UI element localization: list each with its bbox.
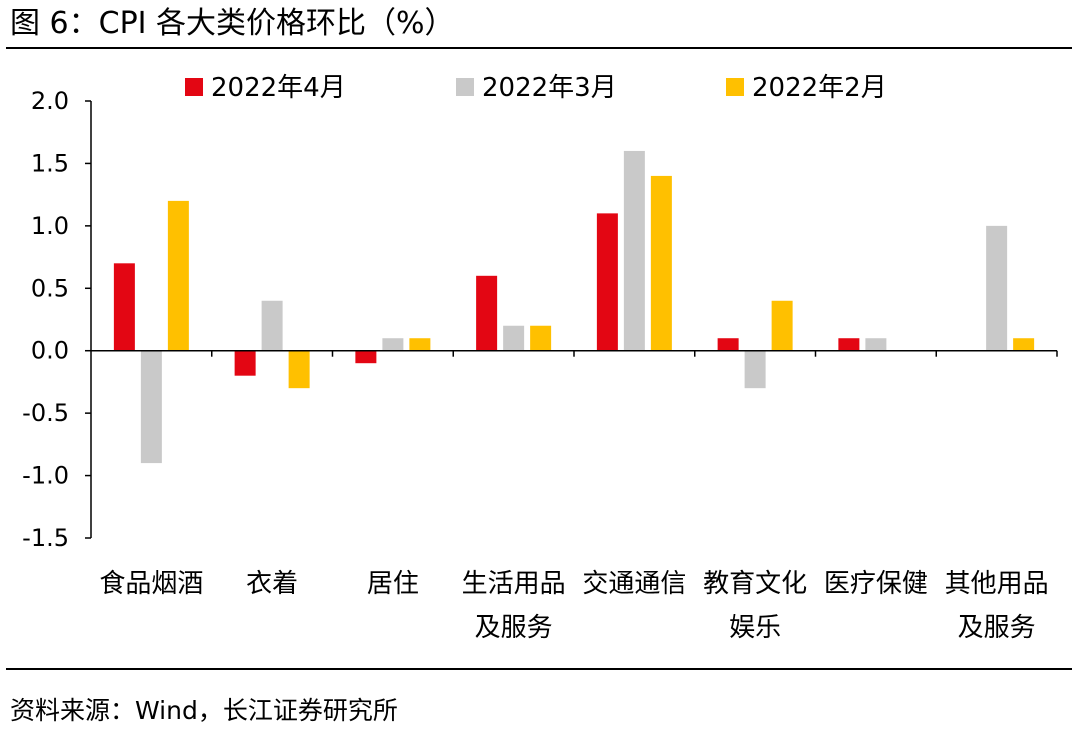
source-note: 资料来源：Wind，长江证券研究所 [10, 696, 398, 725]
legend-label: 2022年2月 [752, 73, 887, 103]
legend-swatch [456, 78, 474, 96]
legend-swatch [185, 78, 203, 96]
category-label: 生活用品 [462, 569, 566, 599]
y-tick-label: -0.5 [22, 399, 69, 427]
y-tick-label: 2.0 [31, 87, 69, 115]
bar-2-2 [261, 300, 283, 351]
bar-1-7 [838, 338, 860, 351]
bar-2-8 [986, 225, 1008, 351]
bar-2-4 [503, 325, 525, 351]
title-rule [6, 47, 1072, 49]
bar-1-4 [476, 275, 498, 351]
category-label: 及服务 [475, 613, 553, 643]
bar-2-5 [623, 150, 645, 351]
bar-1-3 [355, 350, 377, 364]
category-label: 医疗保健 [824, 569, 928, 599]
category-label: 教育文化 [703, 569, 807, 599]
bar-2-7 [865, 338, 887, 351]
bar-3-6 [771, 300, 793, 351]
legend-label: 2022年3月 [482, 73, 617, 103]
category-label: 食品烟酒 [99, 569, 203, 599]
y-tick-label: -1.0 [22, 462, 69, 490]
legend-label: 2022年4月 [211, 73, 346, 103]
legend-swatch [726, 78, 744, 96]
bar-1-6 [717, 338, 739, 351]
bar-3-3 [409, 338, 431, 351]
y-tick-label: 0.5 [31, 274, 69, 302]
bar-1-1 [113, 263, 135, 351]
y-tick-label: -1.5 [22, 524, 69, 552]
category-label: 其他用品 [945, 569, 1049, 599]
y-tick-label: 1.0 [31, 212, 69, 240]
bar-2-3 [382, 338, 404, 351]
category-label: 及服务 [958, 613, 1036, 643]
y-tick-label: 1.5 [31, 149, 69, 177]
category-label: 居住 [367, 569, 419, 599]
bar-3-4 [530, 325, 552, 351]
category-label: 娱乐 [729, 613, 781, 643]
bar-3-5 [650, 175, 672, 351]
y-tick-label: 0.0 [31, 337, 69, 365]
bar-2-1 [140, 350, 162, 464]
footer-rule [6, 668, 1072, 670]
bar-1-5 [596, 213, 618, 351]
category-label: 交通通信 [582, 569, 686, 599]
chart-title: 图 6：CPI 各大类价格环比（%） [10, 6, 455, 41]
bar-3-2 [288, 350, 310, 389]
bar-3-8 [1013, 338, 1035, 351]
category-label: 衣着 [246, 569, 298, 599]
bar-3-1 [167, 200, 189, 351]
bar-2-6 [744, 350, 766, 389]
bar-1-2 [234, 350, 256, 376]
